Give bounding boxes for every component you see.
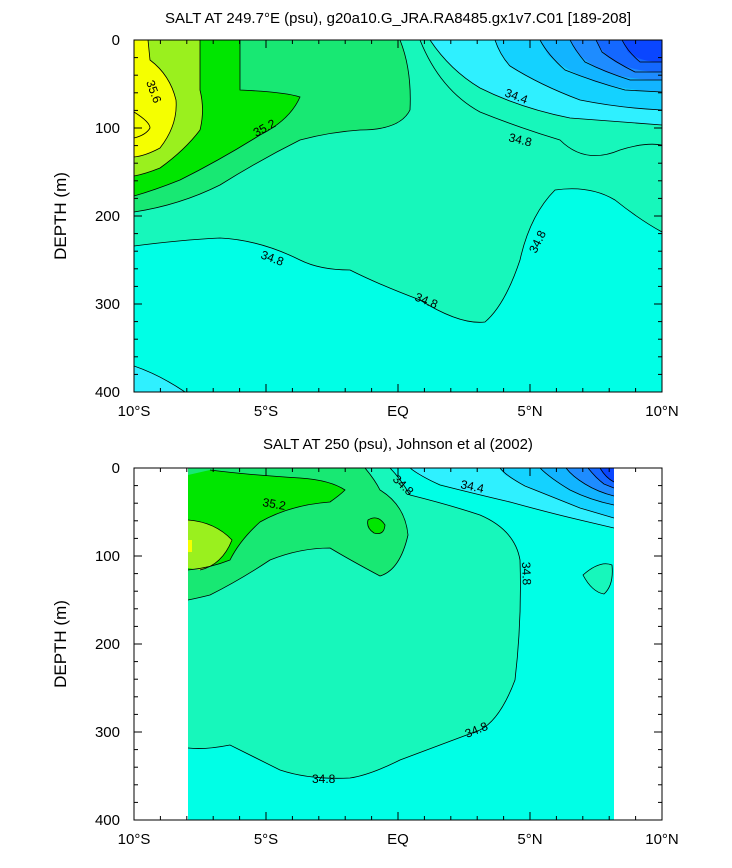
- contour-line: [134, 111, 151, 139]
- contour-label: 34.8: [507, 130, 533, 149]
- y-tick-label: 400: [95, 384, 120, 401]
- contour-line: [188, 468, 409, 601]
- contour-line: [587, 468, 614, 489]
- contour-line: [134, 40, 301, 197]
- contour-line: [419, 40, 662, 156]
- y-tick-label: 0: [112, 460, 120, 477]
- y-tick-label: 400: [95, 812, 120, 829]
- contour-line: [409, 468, 614, 529]
- level-35-6: [134, 40, 177, 157]
- contour-label: 34.8: [312, 772, 336, 786]
- contour-line: [429, 40, 662, 126]
- contour-line: [582, 563, 613, 595]
- contour-line: [565, 468, 614, 497]
- contour-line: [621, 40, 662, 63]
- panel-model-ylabel: DEPTH (m): [51, 172, 70, 260]
- y-tick-label: 300: [95, 724, 120, 741]
- level-33-4: [622, 40, 662, 62]
- x-tick-label: EQ: [387, 403, 409, 420]
- contour-label: 34.8: [519, 562, 534, 586]
- x-tick-label: EQ: [387, 831, 409, 848]
- level-34-4-deep: [134, 366, 185, 392]
- panel-model: SALT AT 249.7°E (psu), g20a10.G_JRA.RA84…: [51, 10, 679, 420]
- x-tick-label: 5°N: [517, 403, 542, 420]
- x-tick-label: 5°S: [254, 403, 278, 420]
- contour-fill-obs: [188, 468, 614, 820]
- contour-label: 34.4: [459, 477, 485, 496]
- y-tick-label: 200: [95, 208, 120, 225]
- x-tick-label: 5°N: [517, 831, 542, 848]
- contour-line: [599, 468, 614, 483]
- contour-line: [494, 40, 662, 111]
- contour-line: [134, 365, 186, 392]
- contour-fill-model: [134, 40, 662, 392]
- contour-lines-obs: [188, 468, 614, 779]
- contour-line: [134, 188, 662, 323]
- contour-label: 35.2: [261, 495, 287, 513]
- contour-line: [134, 40, 177, 158]
- contour-line: [188, 468, 521, 779]
- axes-model: 10°S 5°S EQ 5°N 10°N 0 100 200 300 400: [95, 32, 679, 420]
- x-tick-label: 10°S: [118, 831, 151, 848]
- contour-line: [595, 40, 662, 73]
- y-tick-label: 100: [95, 548, 120, 565]
- contour-line: [539, 468, 614, 506]
- y-tick-label: 200: [95, 636, 120, 653]
- contour-line: [499, 468, 614, 519]
- y-tick-label: 100: [95, 120, 120, 137]
- contour-line: [188, 519, 233, 571]
- contour-line: [569, 40, 662, 81]
- contour-line: [367, 517, 386, 535]
- contour-line: [539, 40, 662, 93]
- x-tick-label: 10°S: [118, 403, 151, 420]
- x-tick-label: 10°N: [645, 831, 679, 848]
- level-34-8-pocket: [583, 563, 613, 594]
- panel-obs-ylabel: DEPTH (m): [51, 600, 70, 688]
- contour-lines-model: [134, 40, 662, 392]
- y-tick-label: 0: [112, 32, 120, 49]
- level-35-2-island: [367, 517, 385, 534]
- x-tick-label: 5°S: [254, 831, 278, 848]
- axes-obs: 10°S 5°S EQ 5°N 10°N 0 100 200 300 400: [95, 460, 679, 848]
- x-tick-label: 10°N: [645, 403, 679, 420]
- contour-line: [134, 40, 411, 213]
- contour-line: [134, 40, 203, 177]
- level-35-6: [188, 540, 192, 552]
- panel-obs: SALT AT 250 (psu), Johnson et al (2002): [51, 436, 679, 848]
- y-tick-label: 300: [95, 296, 120, 313]
- contour-line: [188, 469, 346, 571]
- panel-model-title: SALT AT 249.7°E (psu), g20a10.G_JRA.RA84…: [165, 10, 631, 27]
- level-33-4: [600, 468, 614, 482]
- panel-obs-title: SALT AT 250 (psu), Johnson et al (2002): [263, 436, 533, 453]
